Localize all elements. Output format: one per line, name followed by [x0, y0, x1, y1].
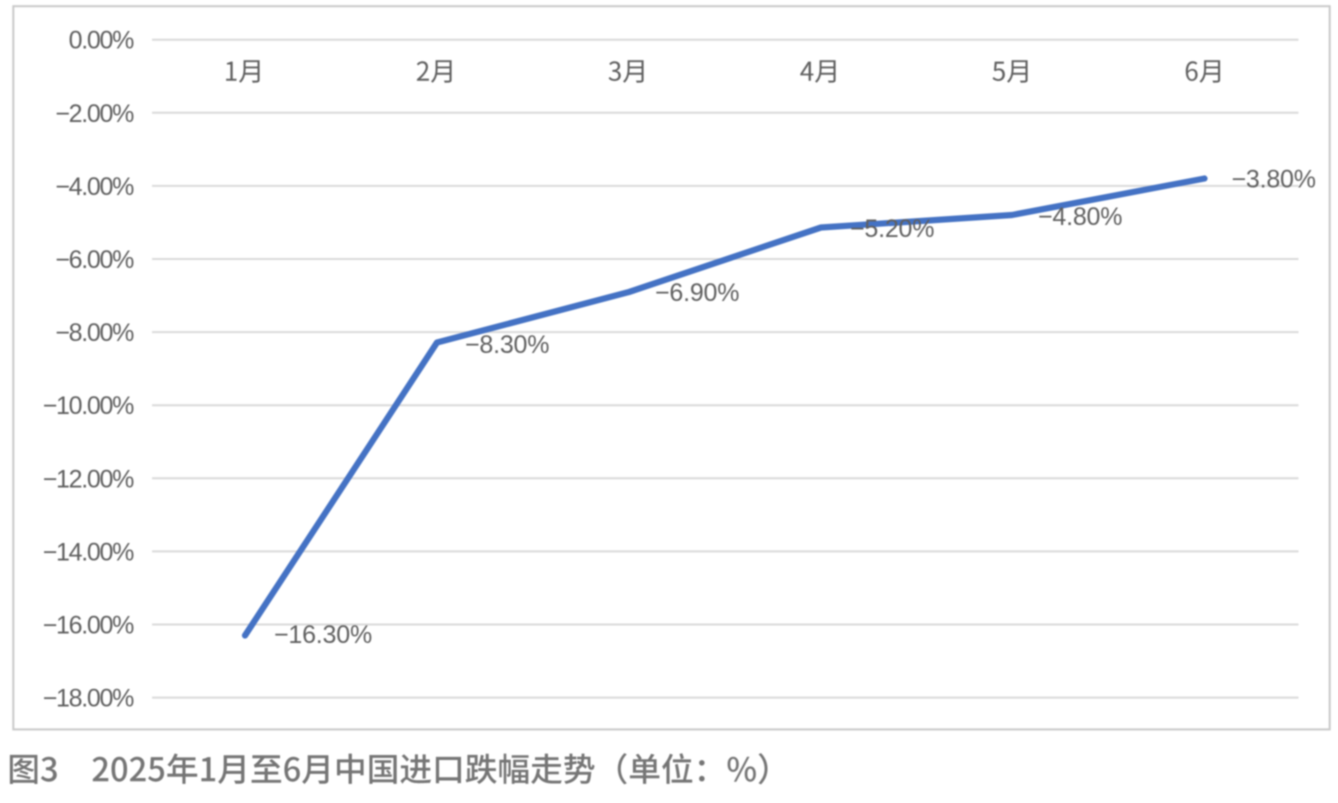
svg-text:−4.00%: −4.00%	[55, 173, 134, 201]
svg-text:−18.00%: −18.00%	[43, 685, 134, 713]
svg-text:−12.00%: −12.00%	[43, 465, 134, 493]
svg-text:−4.80%: −4.80%	[1038, 203, 1122, 231]
svg-text:−5.20%: −5.20%	[850, 215, 934, 243]
svg-text:−10.00%: −10.00%	[43, 392, 134, 420]
svg-text:−16.00%: −16.00%	[43, 612, 134, 640]
svg-text:−8.30%: −8.30%	[465, 331, 549, 359]
svg-text:−6.90%: −6.90%	[655, 279, 739, 307]
svg-text:0.00%: 0.00%	[69, 27, 134, 55]
svg-text:−2.00%: −2.00%	[55, 100, 134, 128]
svg-text:−3.80%: −3.80%	[1232, 166, 1316, 194]
svg-text:−6.00%: −6.00%	[55, 246, 134, 274]
svg-text:−8.00%: −8.00%	[55, 319, 134, 347]
svg-text:−16.30%: −16.30%	[274, 621, 372, 649]
svg-text:−14.00%: −14.00%	[43, 538, 134, 566]
